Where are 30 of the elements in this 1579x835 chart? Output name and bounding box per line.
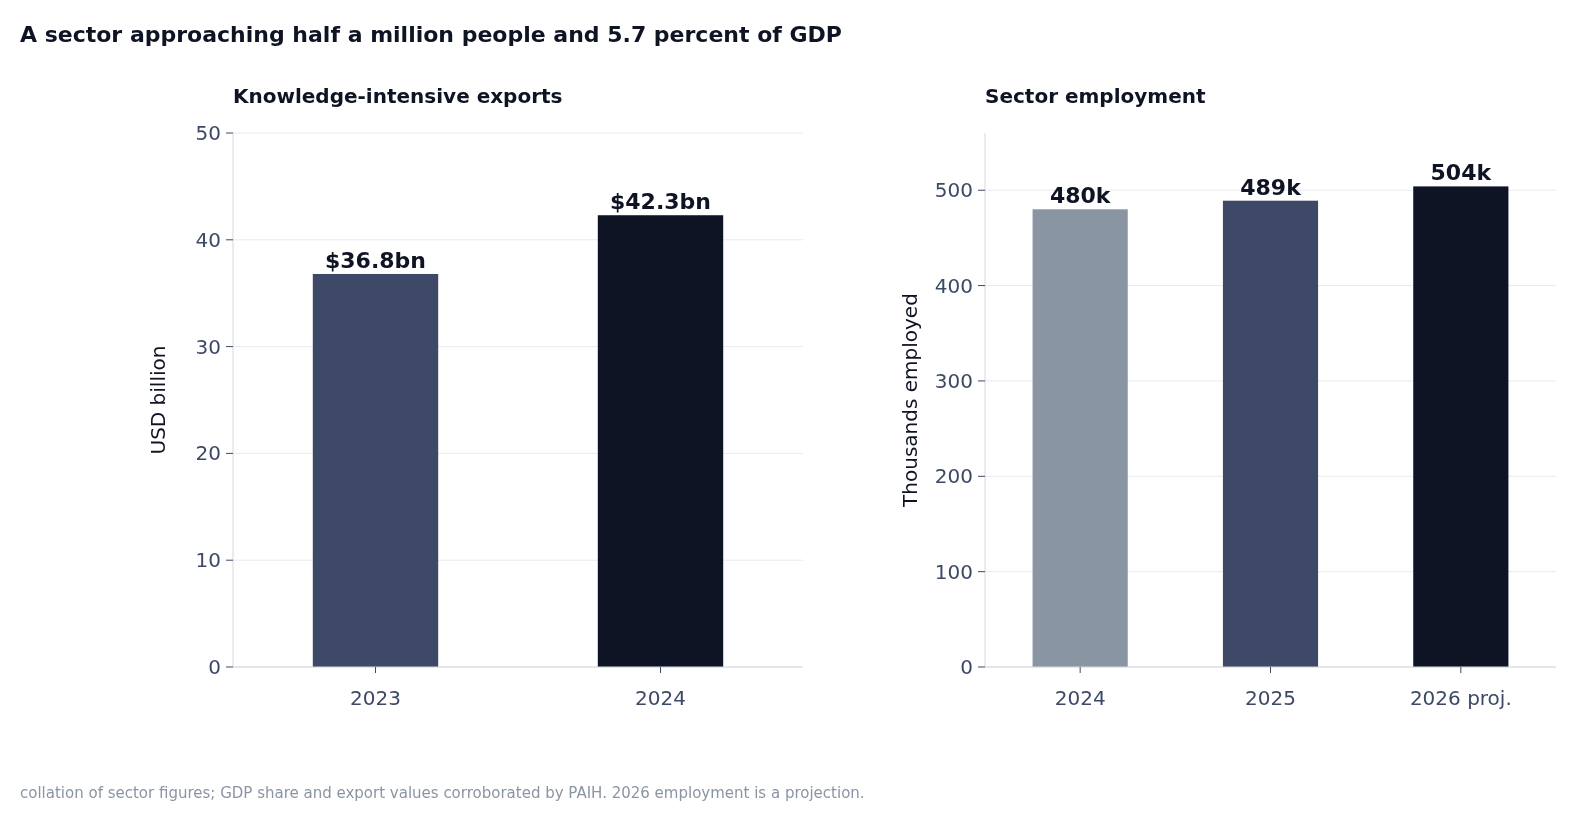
bar — [1413, 186, 1509, 667]
x-tick-label: 2026 proj. — [1409, 686, 1512, 710]
y-tick-label: 0 — [960, 655, 973, 679]
x-tick-label: 2024 — [635, 686, 686, 710]
y-tick-label: 0 — [208, 655, 221, 679]
x-tick-label: 2023 — [350, 686, 401, 710]
text: collation of sector figures; GDP share and export values corroborated by PAIH. 2026 employment is a projection. — [20, 784, 865, 802]
bar — [1032, 209, 1128, 667]
x-tick-label: 2025 — [1245, 686, 1296, 710]
y-tick-label: 300 — [934, 368, 973, 393]
y-tick-label: 10 — [195, 548, 221, 573]
data-label: $36.8bn — [325, 247, 426, 273]
y-tick-label: 20 — [195, 441, 221, 466]
x-tick-label: 2024 — [1054, 686, 1106, 710]
y-tick-label: 30 — [195, 334, 221, 359]
y-tick-label: 400 — [934, 273, 973, 298]
y-tick-label: 100 — [934, 559, 973, 584]
data-label: 489k — [1240, 174, 1303, 200]
data-label: 504k — [1430, 160, 1493, 186]
y-axis-title: USD billion — [146, 345, 170, 455]
chart-title: Sector employment — [985, 84, 1206, 108]
y-tick-label: 500 — [934, 178, 973, 203]
chart-title: A sector approaching half a million people and 5.7 percent of GDP — [20, 22, 842, 47]
data-label: 480k — [1049, 183, 1112, 209]
data-label: $42.3bn — [610, 189, 711, 215]
y-tick-label: 200 — [934, 464, 973, 489]
y-tick-label: 40 — [195, 227, 221, 252]
chart-subtitle: Knowledge-intensive exports — [233, 84, 563, 108]
y-tick-label: 50 — [195, 121, 221, 145]
y-axis-title: Thousands employed — [898, 293, 922, 508]
